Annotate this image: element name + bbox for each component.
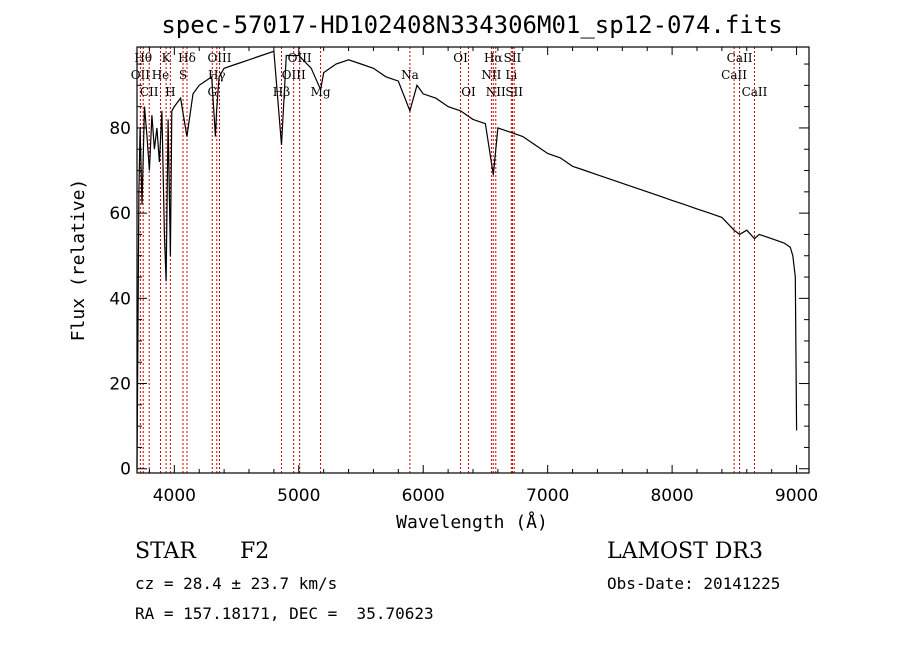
x-axis-ticks: 4000 5000 6000 7000 8000 9000 — [148, 47, 818, 506]
marker-label-oi-a: OI — [453, 51, 468, 65]
marker-label-oiii-a: OIII — [207, 51, 231, 65]
sky-coordinates: RA = 157.18171, DEC = 35.70623 — [135, 604, 434, 623]
marker-label-nii-b: NII — [486, 85, 506, 99]
marker-label-h: H — [165, 85, 175, 99]
marker-label-oiii-c: OIII — [282, 68, 306, 82]
plot-frame — [136, 46, 810, 474]
marker-label-h5: He — [152, 68, 170, 82]
x-tick-label: 8000 — [650, 486, 693, 506]
chart-title: spec-57017-HD102408N334306M01_sp12-074.f… — [161, 11, 782, 39]
marker-label-h6: Hθ — [134, 51, 152, 65]
object-subclass: F2 — [240, 539, 270, 564]
x-tick-label: 7000 — [526, 486, 569, 506]
y-tick-label: 20 — [109, 375, 131, 395]
flux-series-line — [136, 50, 798, 469]
y-tick-label: 40 — [109, 289, 131, 309]
x-tick-label: 4000 — [153, 486, 196, 506]
y-axis-ticks: 0 20 40 60 80 — [109, 63, 809, 480]
y-tick-label: 80 — [109, 119, 131, 139]
marker-label-k: K — [162, 51, 172, 65]
marker-label-li: Li — [505, 68, 517, 82]
marker-label-oii: OII — [131, 68, 151, 82]
marker-label-sii-b: SII — [505, 85, 523, 99]
redshift-velocity: cz = 28.4 ± 23.7 km/s — [135, 574, 338, 593]
marker-label-mg: Mg — [311, 85, 331, 99]
y-axis-label: Flux (relative) — [68, 179, 89, 342]
observation-date: Obs-Date: 20141225 — [607, 574, 781, 593]
marker-label-na: Na — [401, 68, 419, 82]
marker-label-cii: CII — [140, 85, 159, 99]
object-class: STAR — [135, 539, 196, 564]
marker-label-sii-a: SII — [504, 51, 522, 65]
marker-label-caii-b: CaII — [721, 68, 747, 82]
marker-label-s1: S — [179, 68, 187, 82]
marker-label-hbeta: Hβ — [273, 85, 290, 99]
marker-label-caii-a: CaII — [727, 51, 753, 65]
survey-name: LAMOST DR3 — [607, 539, 763, 564]
x-axis-label: Wavelength (Å) — [396, 511, 548, 533]
line-markers — [139, 47, 755, 473]
marker-label-oi-b: OI — [461, 85, 476, 99]
marker-label-nii-a: NII — [481, 68, 501, 82]
x-tick-label: 6000 — [402, 486, 445, 506]
line-marker-labels: HθOIICIIHeKHHδSGOIIIHγHβOIIIOIIIMgNaOIOI… — [131, 51, 768, 99]
x-tick-label: 5000 — [277, 486, 320, 506]
y-tick-label: 60 — [109, 204, 131, 224]
marker-label-halpha: Hα — [484, 51, 503, 65]
x-tick-label: 9000 — [775, 486, 818, 506]
y-tick-label: 0 — [120, 460, 131, 480]
marker-label-oiii-b: OIII — [288, 51, 312, 65]
marker-label-hdelta: Hδ — [178, 51, 196, 65]
marker-label-caii-c: CaII — [742, 85, 768, 99]
